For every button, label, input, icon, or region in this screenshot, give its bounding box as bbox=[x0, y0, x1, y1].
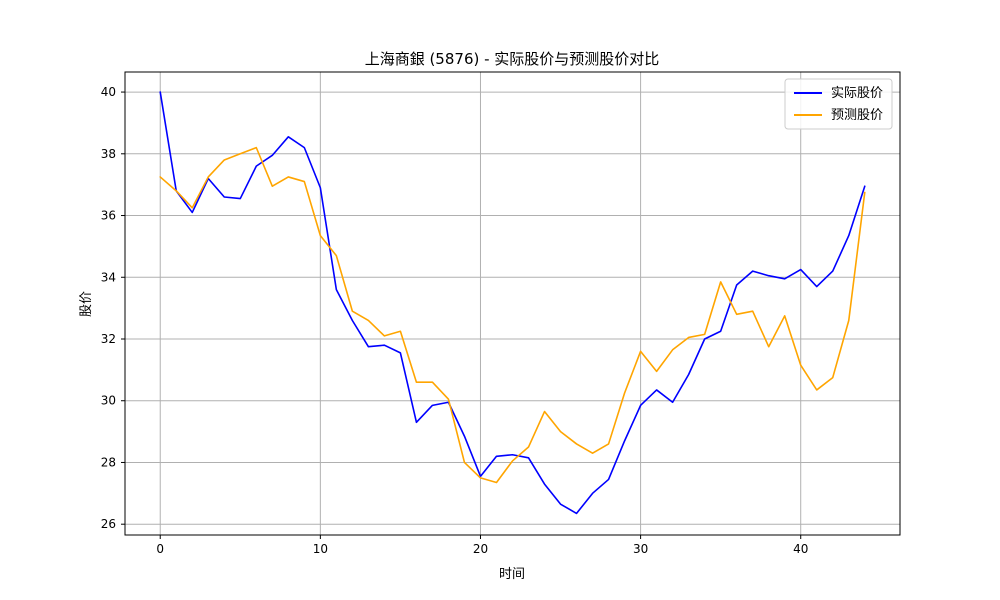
x-tick-label: 0 bbox=[156, 542, 164, 556]
x-tick-label: 40 bbox=[793, 542, 808, 556]
legend-label-predicted: 预测股价 bbox=[831, 108, 883, 123]
y-tick-label: 40 bbox=[101, 85, 116, 99]
chart-title: 上海商銀 (5876) - 实际股价与预测股价对比 bbox=[365, 50, 660, 68]
series-layer bbox=[159, 91, 866, 515]
x-axis-label: 时间 bbox=[499, 567, 525, 582]
y-axis-label: 股价 bbox=[79, 291, 94, 317]
grid bbox=[125, 72, 900, 535]
y-tick-label: 32 bbox=[101, 332, 116, 346]
x-axis: 0 10 20 30 40 bbox=[156, 535, 808, 556]
actual-price-line bbox=[159, 91, 866, 515]
predicted-price-line bbox=[159, 146, 866, 484]
plot-frame bbox=[124, 71, 901, 536]
legend-label-actual: 实际股价 bbox=[831, 86, 883, 101]
y-axis: 26 28 30 32 34 36 38 40 bbox=[101, 85, 125, 531]
x-tick-label: 20 bbox=[473, 542, 488, 556]
y-tick-label: 28 bbox=[101, 455, 116, 469]
y-tick-label: 26 bbox=[101, 517, 116, 531]
y-tick-label: 36 bbox=[101, 209, 116, 223]
y-tick-label: 38 bbox=[101, 147, 116, 161]
x-tick-label: 30 bbox=[633, 542, 648, 556]
y-tick-label: 30 bbox=[101, 394, 116, 408]
y-tick-label: 34 bbox=[101, 270, 116, 284]
legend-box bbox=[784, 78, 893, 130]
legend: 实际股价 预测股价 bbox=[784, 78, 893, 130]
x-tick-label: 10 bbox=[313, 542, 328, 556]
